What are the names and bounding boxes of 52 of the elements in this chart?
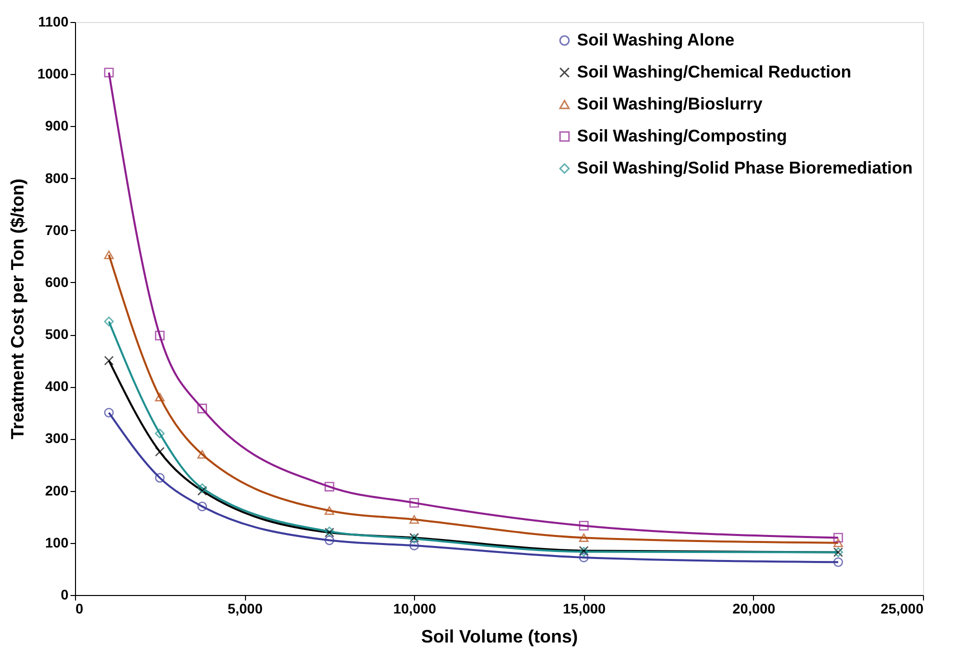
y-tick-label: 1100: [38, 14, 69, 30]
legend-label: Soil Washing/Chemical Reduction: [577, 62, 852, 82]
point: [324, 506, 334, 515]
point: [409, 540, 420, 550]
legend-label: Soil Washing Alone: [577, 30, 734, 50]
y-axis-title: Treatment Cost per Ton ($/ton): [7, 178, 28, 440]
point: [833, 532, 844, 543]
y-tick-label: 900: [45, 118, 69, 134]
point: [154, 330, 165, 340]
y-tick-label: 700: [45, 222, 69, 238]
point: [578, 533, 589, 542]
y-tick-label: 300: [45, 430, 69, 446]
point: [104, 250, 114, 260]
point: [324, 535, 334, 546]
y-tick-label: 500: [45, 326, 69, 342]
point: [197, 486, 208, 496]
point: [104, 356, 114, 366]
point: [197, 450, 208, 459]
x-tick-label: 25,000: [880, 600, 924, 616]
legend-label: Soil Washing/Bioslurry: [577, 94, 763, 114]
point: [154, 472, 165, 483]
point: [154, 392, 165, 402]
point: [197, 404, 208, 414]
point: [154, 428, 165, 438]
y-tick-label: 0: [60, 586, 69, 602]
point: [324, 482, 334, 492]
point: [154, 446, 165, 457]
y-tick-label: 600: [45, 274, 69, 290]
point: [197, 483, 208, 494]
point: [833, 538, 844, 548]
x-tick-label: 15,000: [562, 600, 606, 616]
y-tick-label: 1000: [37, 66, 69, 82]
point: [104, 316, 114, 326]
x-tick-label: 10,000: [393, 600, 436, 616]
y-tick-label: 200: [45, 482, 69, 498]
point: [104, 408, 114, 418]
legend-label: Soil Washing/Solid Phase Bioremediation: [577, 158, 913, 178]
point: [409, 515, 420, 524]
y-tick-label: 100: [45, 534, 69, 550]
point: [197, 502, 208, 512]
point: [578, 552, 589, 562]
x-axis-title: Soil Volume (tons): [421, 626, 578, 646]
x-tick-label: 20,000: [732, 600, 776, 616]
point: [833, 557, 844, 568]
point: [104, 68, 114, 78]
point: [578, 520, 589, 531]
point: [409, 498, 420, 508]
x-tick-label: 0: [76, 600, 84, 616]
legend-label: Soil Washing/Composting: [577, 126, 787, 146]
y-tick-label: 400: [45, 378, 69, 394]
y-tick-label: 800: [45, 170, 69, 186]
x-tick-label: 5,000: [228, 600, 263, 616]
